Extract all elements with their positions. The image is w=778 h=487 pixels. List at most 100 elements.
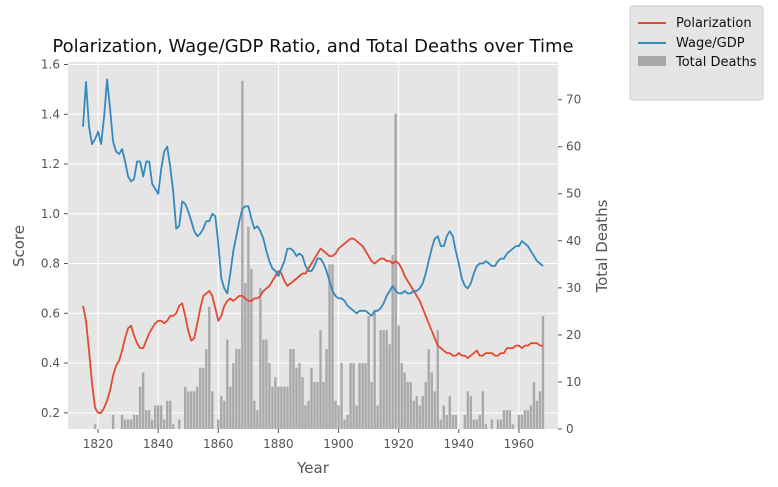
death-bar (286, 386, 289, 429)
y-right-tick-label: 40 (566, 234, 581, 248)
death-bar (469, 396, 473, 429)
death-bar (328, 264, 331, 429)
death-bar (463, 414, 467, 429)
death-bar (403, 372, 406, 429)
death-bar (367, 316, 370, 429)
death-bar (379, 330, 382, 429)
legend-label-total-deaths: Total Deaths (675, 55, 757, 70)
death-bar (196, 386, 199, 429)
death-bar (250, 269, 253, 429)
death-bar (448, 396, 451, 429)
death-bar (289, 349, 292, 429)
death-bar (132, 414, 136, 429)
death-bar (265, 339, 268, 429)
death-bar (169, 400, 172, 429)
death-bar (373, 311, 376, 429)
death-bar (268, 363, 271, 429)
y-right-tick-label: 50 (566, 187, 581, 201)
death-bar (135, 414, 139, 429)
death-bar (298, 363, 301, 429)
y-tick-label: 1.4 (41, 107, 60, 121)
death-bar (199, 367, 202, 429)
death-bar (322, 381, 325, 429)
death-bar (505, 410, 509, 429)
death-bar (421, 396, 424, 429)
death-bar (397, 325, 400, 429)
death-bar (144, 410, 148, 429)
death-bar (283, 386, 286, 429)
death-bar (502, 410, 506, 429)
death-bar (253, 400, 256, 429)
death-bar (361, 363, 364, 429)
y-tick-label: 0.2 (41, 406, 60, 420)
y-right-tick-label: 60 (566, 140, 581, 154)
death-bar (223, 400, 226, 429)
death-bar (370, 381, 373, 429)
legend-label-polarization: Polarization (676, 16, 752, 31)
death-bar (313, 381, 316, 429)
death-bar (325, 349, 328, 429)
death-bar (190, 391, 193, 429)
death-bar (478, 414, 482, 429)
death-bar (466, 391, 470, 429)
death-bar (262, 339, 265, 429)
death-bar (496, 419, 500, 429)
death-bar (166, 400, 169, 429)
death-bar (138, 386, 142, 429)
y-right-axis-ticks: 0 10 20 30 40 50 60 70 (558, 93, 581, 436)
death-bar (187, 391, 190, 429)
death-bar (304, 405, 307, 429)
death-bar (184, 386, 187, 429)
death-bar (541, 316, 545, 429)
death-bar (220, 396, 223, 429)
death-bar (238, 349, 241, 429)
x-axis-label: Year (296, 459, 330, 477)
y-right-tick-label: 20 (566, 328, 581, 342)
death-bar (235, 349, 238, 429)
y-tick-label: 1.6 (41, 57, 60, 71)
death-bar (316, 381, 319, 429)
death-bar (226, 339, 229, 429)
y-axis-label: Score (10, 225, 28, 267)
death-bar (484, 424, 488, 429)
death-bar (532, 381, 536, 429)
y-right-tick-label: 70 (566, 93, 581, 107)
death-bar (472, 419, 476, 429)
x-tick-label: 1820 (83, 437, 114, 451)
death-bar (156, 405, 160, 429)
death-bar (120, 414, 124, 429)
death-bar (475, 419, 479, 429)
death-bar (172, 424, 175, 429)
y-tick-label: 0.6 (41, 306, 60, 320)
x-tick-label: 1880 (263, 437, 294, 451)
death-bar (295, 367, 298, 429)
death-bar (307, 400, 310, 429)
death-bar (529, 405, 533, 429)
death-bar (454, 414, 457, 429)
death-bar (217, 419, 220, 429)
death-bar (280, 386, 283, 429)
death-bar (391, 254, 394, 429)
y-tick-label: 0.4 (41, 356, 60, 370)
death-bar (123, 419, 127, 429)
death-bar (433, 391, 436, 429)
death-bar (523, 410, 527, 429)
death-bar (178, 419, 181, 429)
y-tick-label: 1.2 (41, 157, 60, 171)
death-bar (442, 405, 445, 429)
death-bar (193, 391, 196, 429)
death-bar (202, 367, 205, 429)
x-tick-label: 1900 (323, 437, 354, 451)
legend-swatch-total-deaths (638, 56, 666, 66)
death-bar (93, 424, 97, 429)
x-axis-ticks: 1820 1840 1860 1880 1900 1920 1940 1960 (83, 429, 534, 451)
death-bar (418, 405, 421, 429)
death-bar (355, 405, 358, 429)
total-deaths-bars (93, 80, 545, 430)
death-bar (445, 414, 448, 429)
death-bar (406, 381, 409, 429)
death-bar (508, 410, 512, 429)
death-bar (277, 386, 280, 429)
y-axis-ticks: 0.2 0.4 0.6 0.8 1.0 1.2 1.4 1.6 (41, 57, 68, 420)
